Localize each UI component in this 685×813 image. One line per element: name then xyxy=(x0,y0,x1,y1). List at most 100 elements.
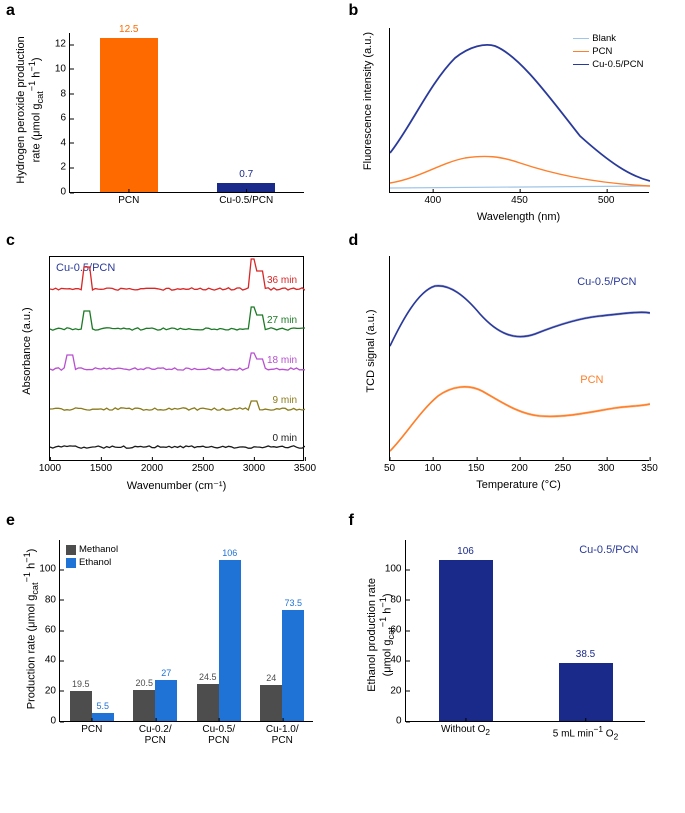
panel-a: a Hydrogen peroxide productionrate (μmol… xyxy=(0,0,343,230)
xtick: 300 xyxy=(598,460,615,474)
bar-label: 38.5 xyxy=(576,649,595,660)
ytick: 60 xyxy=(45,625,60,636)
legend-item: Blank xyxy=(573,33,643,44)
xtick: 3000 xyxy=(243,460,265,474)
bar-label: 73.5 xyxy=(284,598,302,608)
bar-label: 106 xyxy=(222,548,237,558)
bar xyxy=(439,560,493,721)
bar xyxy=(70,691,92,721)
xtick: 200 xyxy=(511,460,528,474)
bar-label: 0.7 xyxy=(239,169,253,180)
legend-item: Cu-0.5/PCN xyxy=(573,59,643,70)
trace xyxy=(50,401,305,410)
figure-grid: a Hydrogen peroxide productionrate (μmol… xyxy=(0,0,685,775)
xtick: 3500 xyxy=(294,460,316,474)
xtick: Cu-1.0/PCN xyxy=(266,721,299,746)
bar xyxy=(282,610,304,721)
panel-b: b Fluorescence intensity (a.u.) Blank PCN… xyxy=(343,0,685,230)
panel-a-label: a xyxy=(6,2,15,20)
ytick: 10 xyxy=(55,63,70,74)
panel-c-plot: Cu-0.5/PCN 36 min27 min18 min9 min0 min1… xyxy=(49,256,304,461)
bar xyxy=(133,690,155,721)
ytick: 40 xyxy=(390,655,405,666)
trace-label: 0 min xyxy=(273,433,297,444)
xtick: 150 xyxy=(468,460,485,474)
ytick: 40 xyxy=(45,655,60,666)
trace-label: 27 min xyxy=(267,315,297,326)
xtick: PCN xyxy=(118,192,139,206)
bar xyxy=(219,560,241,721)
ytick: 80 xyxy=(45,594,60,605)
bar-label: 19.5 xyxy=(72,679,90,689)
xtick: 2000 xyxy=(141,460,163,474)
bar xyxy=(92,713,114,721)
panel-e-legend: Methanol Ethanol xyxy=(66,544,118,570)
bar-label: 106 xyxy=(457,546,474,557)
series-label-cu: Cu-0.5/PCN xyxy=(577,276,636,288)
bar xyxy=(260,685,282,721)
xtick: 5 mL min−1 O2 xyxy=(553,721,618,741)
xtick: Without O2 xyxy=(441,721,490,737)
panel-a-plot: 02468101212.5PCN0.7Cu-0.5/PCN xyxy=(69,33,304,193)
ytick: 60 xyxy=(390,625,405,636)
bar xyxy=(197,684,219,721)
panel-e-label: e xyxy=(6,512,15,530)
bar xyxy=(559,663,613,721)
bar-label: 24.5 xyxy=(199,672,217,682)
xtick: 450 xyxy=(511,192,528,206)
xtick: PCN xyxy=(81,721,102,735)
ytick: 2 xyxy=(60,162,70,173)
panel-f-plot: Cu-0.5/PCN 020406080100106Without O238.5… xyxy=(405,540,645,722)
panel-f: f Ethanol production rate(μmol gcat−1 h−… xyxy=(343,510,685,775)
panel-b-label: b xyxy=(349,2,359,20)
panel-d-label: d xyxy=(349,232,359,250)
ytick: 0 xyxy=(50,716,60,727)
bar-label: 5.5 xyxy=(96,701,109,711)
bar-label: 27 xyxy=(161,668,171,678)
ytick: 80 xyxy=(390,594,405,605)
ytick: 12 xyxy=(55,39,70,50)
ytick: 8 xyxy=(60,88,70,99)
panel-d-xlabel: Temperature (°C) xyxy=(389,479,649,491)
ytick: 4 xyxy=(60,137,70,148)
legend-item: Ethanol xyxy=(66,557,118,568)
trace xyxy=(50,446,305,448)
bar-PCN xyxy=(100,38,158,192)
bar-label: 24 xyxy=(266,673,276,683)
bar-label: 20.5 xyxy=(135,678,153,688)
line xyxy=(390,186,650,188)
bar-label: 12.5 xyxy=(119,24,138,35)
panel-c-ylabel: Absorbance (a.u.) xyxy=(21,276,33,426)
panel-e-plot: 02040608010019.55.5PCN20.527Cu-0.2/PCN24… xyxy=(59,540,313,722)
panel-f-label: f xyxy=(349,512,354,530)
trace-label: 36 min xyxy=(267,275,297,286)
xtick: 1000 xyxy=(39,460,61,474)
panel-d: d TCD signal (a.u.) Cu-0.5/PCNPCN5010015… xyxy=(343,230,685,510)
xtick: 350 xyxy=(641,460,658,474)
xtick: Cu-0.2/PCN xyxy=(139,721,172,746)
trace-label: 18 min xyxy=(267,355,297,366)
panel-b-ylabel: Fluorescence intensity (a.u.) xyxy=(362,16,374,186)
panel-e: e Production rate (μmol gcat−1 h−1) 0 20 4… xyxy=(0,510,343,775)
legend-item: PCN xyxy=(573,46,643,57)
xtick: 100 xyxy=(424,460,441,474)
series-label-pcn: PCN xyxy=(580,374,603,386)
xtick: 50 xyxy=(384,460,395,474)
ytick: 20 xyxy=(45,685,60,696)
trace-label: 9 min xyxy=(273,395,297,406)
panel-f-corner: Cu-0.5/PCN xyxy=(579,544,638,556)
panel-b-legend: Blank PCN Cu-0.5/PCN xyxy=(573,33,643,72)
panel-a-ylabel: Hydrogen peroxide productionrate (μmol g… xyxy=(15,20,45,200)
panel-b-plot: BlankPCNCu-0.5/PCN 400450500 xyxy=(389,28,649,193)
ytick: 0 xyxy=(60,187,70,198)
bar xyxy=(155,680,177,721)
panel-c-xlabel: Wavenumber (cm⁻¹) xyxy=(49,479,304,492)
legend-item: Methanol xyxy=(66,544,118,555)
panel-c-label: c xyxy=(6,232,15,250)
panel-e-ylabel: Production rate (μmol gcat−1 h−1) xyxy=(22,534,40,724)
ytick: 0 xyxy=(396,716,406,727)
xtick: Cu-0.5/PCN xyxy=(219,192,273,206)
xtick: Cu-0.5/PCN xyxy=(202,721,235,746)
line-pcn xyxy=(390,387,650,451)
xtick: 500 xyxy=(598,192,615,206)
